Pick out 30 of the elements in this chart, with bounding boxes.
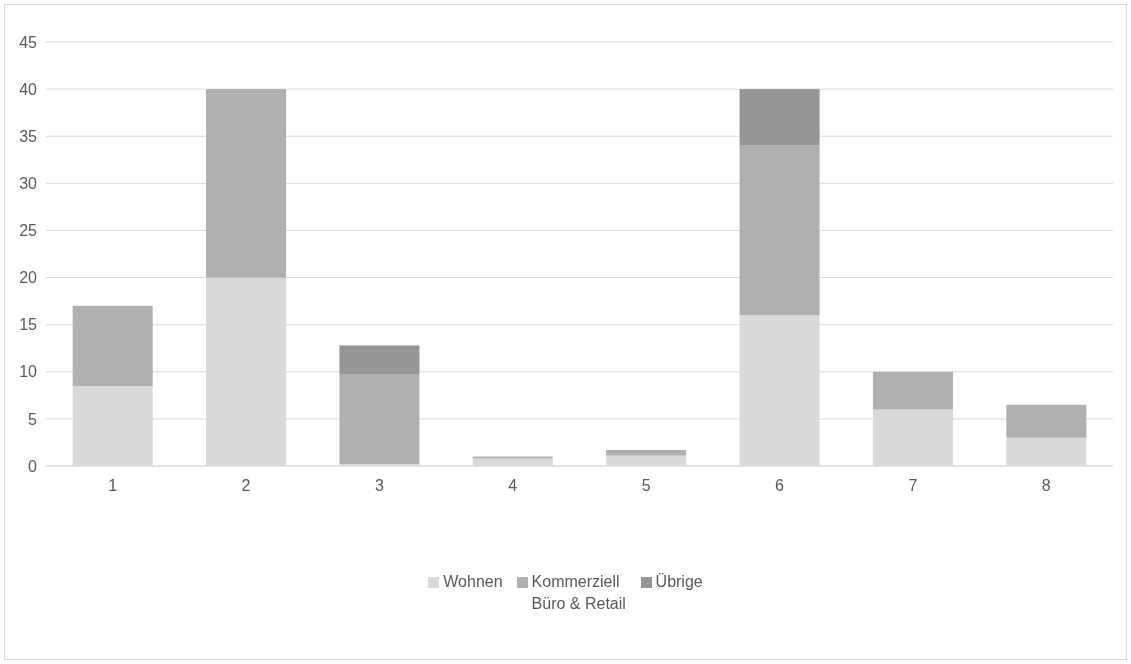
bar — [739, 89, 820, 146]
bar — [606, 449, 687, 456]
x-tick-label: 5 — [641, 477, 651, 495]
x-tick-label: 2 — [241, 477, 251, 495]
x-tick-label: 4 — [508, 477, 518, 495]
legend-label: Wohnen — [443, 572, 503, 592]
bar — [739, 145, 820, 316]
y-tick-label: 35 — [19, 127, 38, 145]
y-tick-label: 0 — [28, 457, 38, 475]
y-tick-label: 45 — [19, 33, 38, 51]
x-tick-label: 3 — [374, 477, 384, 495]
x-tick-label: 6 — [775, 477, 785, 495]
y-tick-label: 5 — [28, 410, 38, 428]
bar — [339, 374, 420, 465]
bar — [872, 371, 953, 410]
bar — [72, 305, 153, 386]
y-tick-label: 10 — [19, 363, 38, 381]
bar — [1006, 404, 1087, 438]
y-tick-label: 20 — [19, 269, 38, 287]
bar — [206, 89, 287, 278]
legend-label: Kommerziell Büro & Retail — [531, 572, 627, 614]
y-tick-label: 25 — [19, 222, 38, 240]
x-tick-label: 1 — [108, 477, 118, 495]
legend-label: Übrige — [655, 572, 703, 592]
y-tick-label: 40 — [19, 80, 38, 98]
bar — [339, 345, 420, 375]
x-tick-label: 8 — [1041, 477, 1051, 495]
x-tick-label: 7 — [908, 477, 918, 495]
y-tick-label: 15 — [19, 316, 38, 334]
y-tick-label: 30 — [19, 174, 38, 192]
